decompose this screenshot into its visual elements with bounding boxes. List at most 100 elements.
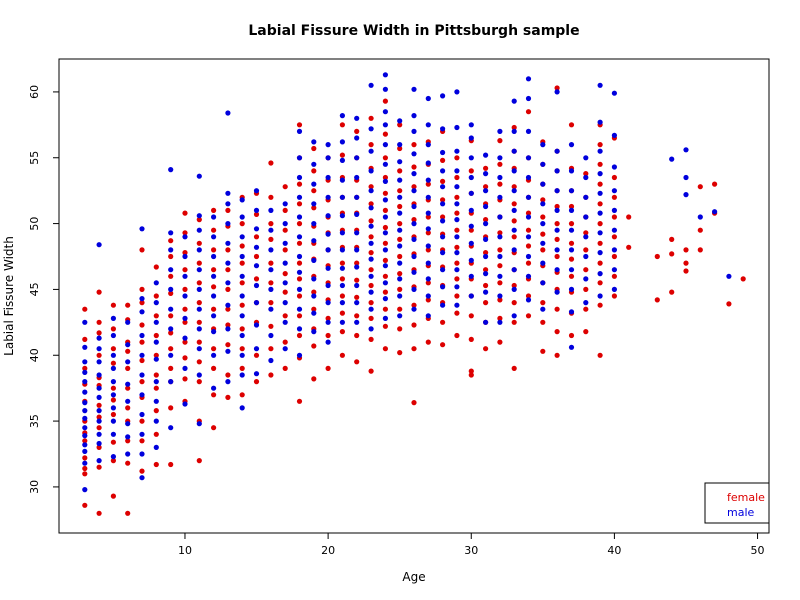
point-male-101	[211, 234, 217, 240]
point-male-136	[268, 332, 274, 339]
point-male-111	[225, 201, 231, 207]
point-female-224	[368, 315, 374, 321]
point-female-200	[339, 276, 345, 282]
point-male-18	[96, 418, 102, 424]
point-male-205	[354, 194, 360, 200]
point-female-408	[583, 306, 589, 312]
point-female-73	[168, 290, 174, 296]
point-female-437	[654, 297, 660, 303]
point-male-191	[339, 230, 345, 236]
point-male-327	[497, 194, 503, 200]
point-female-436	[626, 214, 632, 220]
point-male-316	[483, 221, 489, 227]
point-female-304	[454, 260, 460, 266]
point-female-226	[368, 282, 374, 289]
point-male-266	[425, 260, 431, 266]
point-male-399	[611, 286, 618, 292]
point-female-114	[225, 306, 231, 312]
point-female-389	[554, 236, 560, 242]
point-female-312	[468, 368, 474, 374]
point-male-172	[311, 161, 317, 167]
point-male-307	[468, 174, 474, 181]
point-male-339	[511, 148, 517, 154]
point-male-42	[125, 359, 131, 365]
point-male-23	[96, 359, 102, 365]
point-female-60	[153, 372, 159, 378]
point-female-33	[110, 302, 116, 308]
point-female-260	[397, 168, 403, 174]
point-male-9	[82, 389, 88, 395]
point-male-406	[611, 132, 618, 138]
point-female-112	[225, 342, 231, 348]
y-axis-label: Labial Fissure Width	[2, 236, 16, 356]
point-female-135	[253, 253, 260, 260]
point-male-157	[296, 234, 303, 240]
point-female-410	[583, 267, 589, 273]
point-male-413	[712, 209, 718, 215]
point-male-331	[511, 313, 517, 319]
point-female-171	[311, 376, 317, 382]
point-male-382	[583, 276, 589, 282]
point-male-12	[82, 359, 88, 365]
point-female-433	[611, 174, 618, 181]
point-male-394	[597, 190, 603, 196]
point-female-107	[211, 247, 217, 253]
point-male-11	[82, 369, 88, 375]
point-female-427	[611, 293, 618, 299]
point-male-45	[139, 475, 145, 481]
point-female-322	[468, 168, 474, 174]
point-male-159	[296, 194, 303, 200]
point-male-190	[339, 247, 345, 253]
point-female-231	[368, 201, 374, 207]
point-male-50	[139, 372, 145, 378]
point-male-65	[168, 425, 174, 431]
point-male-405	[611, 164, 618, 170]
point-male-404	[611, 188, 618, 194]
point-male-109	[225, 240, 231, 246]
point-female-35	[125, 460, 131, 466]
point-female-69	[168, 365, 174, 371]
x-tick-label: 10	[178, 544, 192, 557]
point-male-403	[611, 207, 618, 213]
point-male-55	[139, 226, 145, 232]
point-male-80	[182, 273, 188, 279]
point-female-2	[82, 465, 88, 472]
point-male-195	[339, 157, 345, 163]
point-female-300	[454, 332, 460, 339]
point-male-30	[110, 405, 116, 411]
x-tick-label: 20	[321, 544, 335, 557]
point-male-240	[397, 276, 403, 282]
point-male-217	[368, 205, 374, 211]
point-female-403	[568, 203, 575, 210]
point-male-206	[354, 174, 360, 181]
point-male-173	[311, 139, 317, 145]
point-male-350	[525, 128, 532, 134]
point-female-87	[182, 210, 188, 216]
point-female-238	[382, 306, 388, 312]
point-female-255	[397, 253, 403, 260]
point-male-208	[354, 135, 360, 141]
point-female-156	[282, 207, 288, 213]
point-male-401	[611, 247, 618, 253]
point-female-31	[110, 346, 116, 352]
point-male-4	[82, 433, 88, 439]
point-female-365	[525, 227, 532, 233]
point-female-240	[382, 273, 388, 279]
point-male-19	[96, 408, 102, 414]
point-male-126	[253, 346, 260, 352]
point-male-322	[497, 293, 503, 299]
point-female-81	[182, 319, 188, 325]
point-female-348	[511, 319, 517, 325]
point-female-170	[296, 122, 303, 128]
point-male-163	[311, 329, 317, 335]
point-male-189	[339, 265, 345, 271]
point-female-441	[669, 236, 675, 242]
point-female-276	[425, 339, 431, 345]
point-male-20	[96, 394, 102, 400]
point-male-130	[253, 263, 260, 269]
point-male-137	[268, 306, 274, 312]
y-tick-label: 55	[28, 151, 41, 165]
point-male-252	[411, 269, 417, 275]
point-male-372	[568, 309, 575, 315]
point-male-177	[325, 282, 331, 289]
